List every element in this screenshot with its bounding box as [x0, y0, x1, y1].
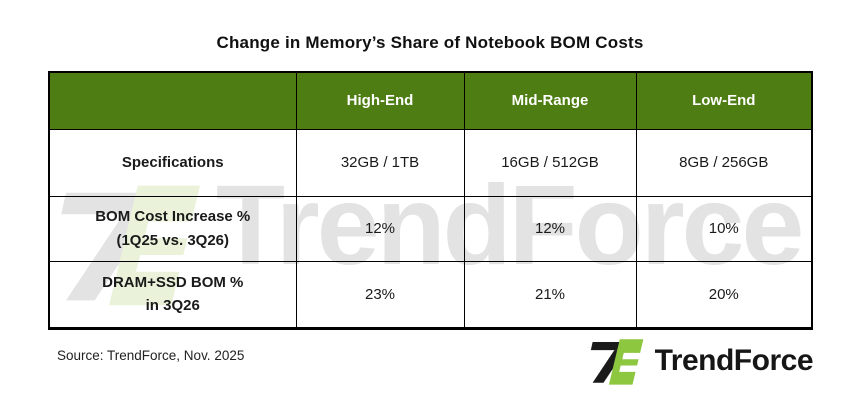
header-cell-mid-range: Mid-Range — [463, 71, 637, 130]
row-label-specifications: Specifications — [48, 128, 297, 197]
source-note: Source: TrendForce, Nov. 2025 — [57, 348, 245, 363]
cell-spec-low-end: 8GB / 256GB — [635, 128, 813, 197]
row-label-bom-cost-increase: BOM Cost Increase % (1Q25 vs. 3Q26) — [48, 195, 297, 262]
row-label-line2: (1Q25 vs. 3Q26) — [116, 231, 230, 249]
page-title: Change in Memory’s Share of Notebook BOM… — [216, 33, 644, 52]
trendforce-logo: TrendForce — [589, 334, 814, 388]
row-label-line1: Specifications — [121, 153, 224, 171]
header-cell-low-end: Low-End — [635, 71, 813, 130]
trendforce-logo-icon — [590, 339, 647, 385]
header-cell-corner — [48, 71, 297, 130]
trendforce-logo-text: TrendForce — [654, 344, 814, 377]
cell-dramssd-mid-range: 21% — [463, 260, 637, 329]
bom-cost-table: High-End Mid-Range Low-End Specification… — [48, 71, 813, 330]
cell-spec-mid-range: 16GB / 512GB — [463, 128, 637, 197]
table-row-bom-cost-increase: BOM Cost Increase % (1Q25 vs. 3Q26) 12% … — [48, 195, 813, 262]
cell-increase-high-end: 12% — [295, 195, 465, 262]
row-label-dram-ssd-bom: DRAM+SSD BOM % in 3Q26 — [48, 260, 297, 329]
cell-increase-low-end: 10% — [635, 195, 813, 262]
row-label-line1: BOM Cost Increase % — [95, 208, 251, 226]
cell-increase-mid-range: 12% — [463, 195, 637, 262]
row-label-line2: in 3Q26 — [145, 297, 200, 314]
header-cell-high-end: High-End — [295, 71, 465, 130]
table-header-row: High-End Mid-Range Low-End — [48, 71, 813, 130]
cell-spec-high-end: 32GB / 1TB — [295, 128, 465, 197]
table-row-dram-ssd-bom: DRAM+SSD BOM % in 3Q26 23% 21% 20% — [48, 260, 813, 329]
row-label-line1: DRAM+SSD BOM % — [102, 273, 244, 291]
cell-dramssd-low-end: 20% — [635, 260, 813, 329]
table-row-specifications: Specifications 32GB / 1TB 16GB / 512GB 8… — [48, 128, 813, 197]
cell-dramssd-high-end: 23% — [295, 260, 465, 329]
